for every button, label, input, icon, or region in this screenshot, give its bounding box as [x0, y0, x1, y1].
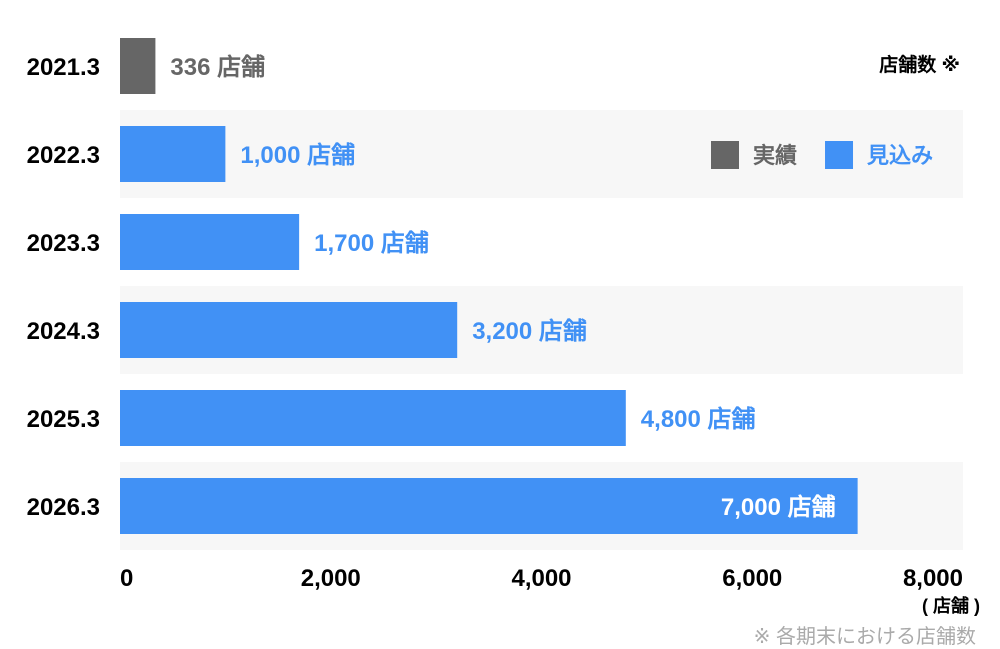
x-tick-label: 6,000 [722, 565, 782, 592]
category-label: 2025.3 [27, 406, 100, 433]
category-label: 2026.3 [27, 494, 100, 521]
category-label: 2024.3 [27, 318, 100, 345]
category-label: 2021.3 [27, 54, 100, 81]
bar-2021.3 [120, 38, 156, 94]
legend-label-forecast: 見込み [867, 143, 933, 168]
data-label: 7,000 店舗 [721, 494, 836, 521]
legend-swatch-actual [711, 141, 739, 169]
bar-2022.3 [120, 126, 226, 182]
data-label: 1,000 店舗 [240, 142, 355, 169]
footnote: ※ 各期末における店舗数 [753, 626, 976, 648]
bar-2023.3 [120, 214, 300, 270]
data-label: 3,200 店舗 [472, 318, 587, 345]
x-tick-label: 8,000 [903, 565, 963, 592]
data-label: 4,800 店舗 [641, 406, 756, 433]
data-label: 336 店舗 [170, 54, 265, 81]
series-title: 店舗数 ※ [879, 55, 960, 76]
bar-2025.3 [120, 390, 626, 446]
category-label: 2023.3 [27, 230, 100, 257]
row-band [120, 22, 963, 110]
x-tick-label: 0 [120, 565, 133, 592]
bar-2024.3 [120, 302, 458, 358]
category-label: 2022.3 [27, 142, 100, 169]
row-band [120, 110, 963, 198]
data-label: 1,700 店舗 [314, 230, 429, 257]
bar-2026.3 [120, 478, 858, 534]
legend-label-actual: 実績 [753, 143, 797, 168]
x-axis-unit: ( 店舗 ) [922, 596, 980, 616]
x-tick-label: 4,000 [511, 565, 571, 592]
legend-swatch-forecast [825, 141, 854, 169]
x-tick-label: 2,000 [301, 565, 361, 592]
